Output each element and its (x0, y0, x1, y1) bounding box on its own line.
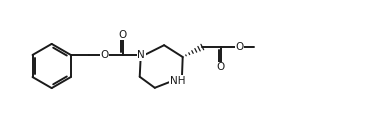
Text: O: O (217, 62, 225, 72)
Text: O: O (100, 50, 109, 60)
Text: N: N (138, 50, 145, 60)
Text: O: O (235, 42, 243, 52)
Text: NH: NH (170, 76, 185, 86)
Text: O: O (119, 30, 127, 40)
